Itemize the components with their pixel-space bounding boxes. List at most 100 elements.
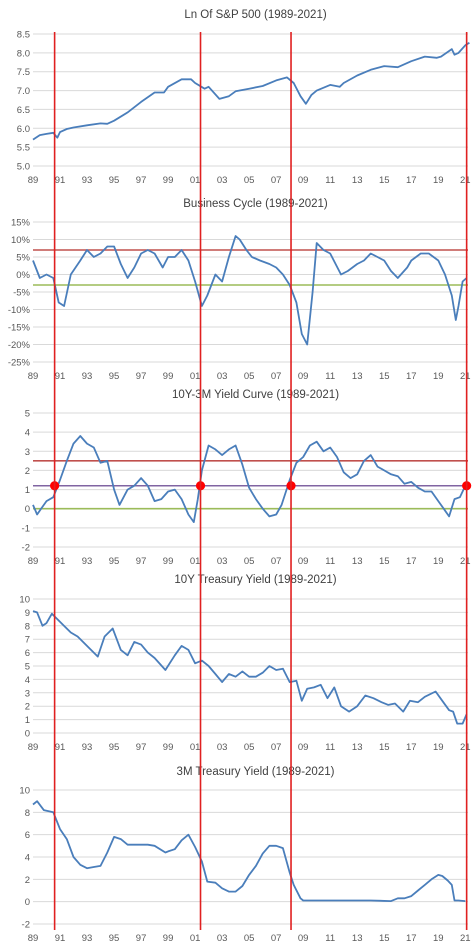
x-tick-label: 05 (244, 175, 255, 186)
x-tick-label: 97 (136, 933, 147, 944)
x-tick-label: 97 (136, 742, 147, 753)
y-tick-label: 2 (25, 875, 30, 886)
y-tick-label: 7.5 (17, 67, 30, 78)
x-tick-label: 89 (28, 556, 39, 567)
y-tick-label: 10% (11, 235, 31, 246)
chart-panel-5: 3M Treasury Yield (1989-2021) -2 0 2 4 6 8 10 89… (19, 766, 470, 944)
x-tick-label: 95 (109, 742, 120, 753)
x-tick-label: 89 (28, 371, 39, 382)
x-tick-label: 07 (271, 556, 282, 567)
y-tick-label: 7 (25, 635, 30, 646)
y-tick-label: 8.0 (17, 48, 30, 59)
y-tick-label: 9 (25, 608, 30, 619)
y-tick-label: -2 (22, 543, 30, 554)
y-tick-label: 5.0 (17, 162, 30, 173)
chart-panel-4: 10Y Treasury Yield (1989-2021)0123456789… (19, 574, 470, 753)
y-tick-label: 6 (25, 830, 30, 841)
x-tick-label: 13 (352, 175, 363, 186)
x-tick-label: 97 (136, 556, 147, 567)
y-tick-label: 6 (25, 648, 30, 659)
x-tick-label: 97 (136, 371, 147, 382)
x-tick-label: 93 (82, 371, 93, 382)
y-tick-label: 10 (19, 595, 30, 606)
x-tick-label: 97 (136, 175, 147, 186)
y-tick-label: 6.0 (17, 124, 30, 135)
y-tick-label: 5 (25, 662, 30, 673)
y-tick-label: 8 (25, 808, 30, 819)
x-tick-label: 89 (28, 742, 39, 753)
x-tick-label: 01 (190, 933, 201, 944)
x-tick-label: 99 (163, 556, 174, 567)
chart-title: 10Y Treasury Yield (1989-2021) (174, 574, 336, 586)
x-tick-label: 91 (55, 175, 66, 186)
y-tick-label: 0 (25, 897, 30, 908)
x-tick-label: 21 (460, 556, 471, 567)
y-tick-label: 1 (25, 485, 30, 496)
y-tick-label: 8.5 (17, 30, 30, 41)
x-tick-label: 19 (433, 175, 444, 186)
x-tick-label: 91 (55, 742, 66, 753)
y-tick-label: 1 (25, 715, 30, 726)
x-tick-label: 07 (271, 175, 282, 186)
y-tick-label: 3 (25, 447, 30, 458)
chart-title: Business Cycle (1989-2021) (183, 198, 328, 210)
y-tick-label: 4 (25, 853, 30, 864)
series-line (32, 41, 470, 141)
y-tick-label: 4 (25, 675, 30, 686)
x-tick-label: 93 (82, 175, 93, 186)
x-tick-label: 01 (190, 175, 201, 186)
x-tick-label: 15 (379, 742, 390, 753)
x-tick-label: 15 (379, 556, 390, 567)
x-tick-label: 93 (82, 933, 93, 944)
x-tick-label: 15 (379, 371, 390, 382)
x-tick-label: 09 (298, 175, 309, 186)
x-tick-label: 21 (460, 933, 471, 944)
x-tick-label: 09 (298, 933, 309, 944)
x-tick-label: 05 (244, 371, 255, 382)
y-tick-label: 5% (16, 253, 30, 264)
x-tick-label: 91 (55, 556, 66, 567)
x-tick-label: 05 (244, 556, 255, 567)
x-tick-label: 21 (460, 175, 471, 186)
y-tick-label: -15% (8, 323, 31, 334)
x-tick-label: 09 (298, 556, 309, 567)
y-tick-label: -5% (13, 288, 30, 299)
x-tick-label: 03 (217, 556, 228, 567)
x-tick-label: 03 (217, 371, 228, 382)
series-line (32, 800, 466, 902)
chart-panel-2: Business Cycle (1989-2021) -25% -20% -15% -1… (8, 198, 471, 382)
x-tick-label: 05 (244, 933, 255, 944)
x-tick-label: 03 (217, 175, 228, 186)
y-tick-label: -10% (8, 305, 31, 316)
series-line (32, 435, 467, 523)
x-tick-label: 07 (271, 933, 282, 944)
chart-panel-1: Ln Of S&P 500 (1989-2021) 5.0 5.5 6.0 6.5 7.0… (17, 9, 471, 186)
x-tick-label: 99 (163, 175, 174, 186)
y-tick-label: -20% (8, 340, 31, 351)
x-tick-label: 91 (55, 933, 66, 944)
x-tick-label: 89 (28, 175, 39, 186)
y-tick-label: 4 (25, 428, 30, 439)
x-tick-label: 17 (406, 175, 417, 186)
x-tick-label: 93 (82, 742, 93, 753)
x-tick-label: 13 (352, 371, 363, 382)
y-tick-label: -1 (22, 523, 30, 534)
x-tick-label: 99 (163, 742, 174, 753)
x-tick-label: 15 (379, 933, 390, 944)
x-tick-label: 95 (109, 371, 120, 382)
y-tick-label: 6.5 (17, 105, 30, 116)
x-tick-label: 17 (406, 742, 417, 753)
x-tick-label: 15 (379, 175, 390, 186)
x-tick-label: 13 (352, 742, 363, 753)
x-tick-label: 11 (325, 556, 335, 567)
series-line (32, 235, 468, 346)
y-tick-label: 15% (11, 218, 31, 229)
y-tick-label: 5.5 (17, 143, 30, 154)
x-tick-label: 19 (433, 556, 444, 567)
x-tick-label: 01 (190, 742, 201, 753)
y-tick-label: 0% (16, 270, 30, 281)
y-tick-label: 0 (25, 504, 30, 515)
chart-panel-3: 10Y-3M Yield Curve (1989-2021)-2-1012345… (22, 389, 472, 567)
x-tick-label: 01 (190, 371, 201, 382)
